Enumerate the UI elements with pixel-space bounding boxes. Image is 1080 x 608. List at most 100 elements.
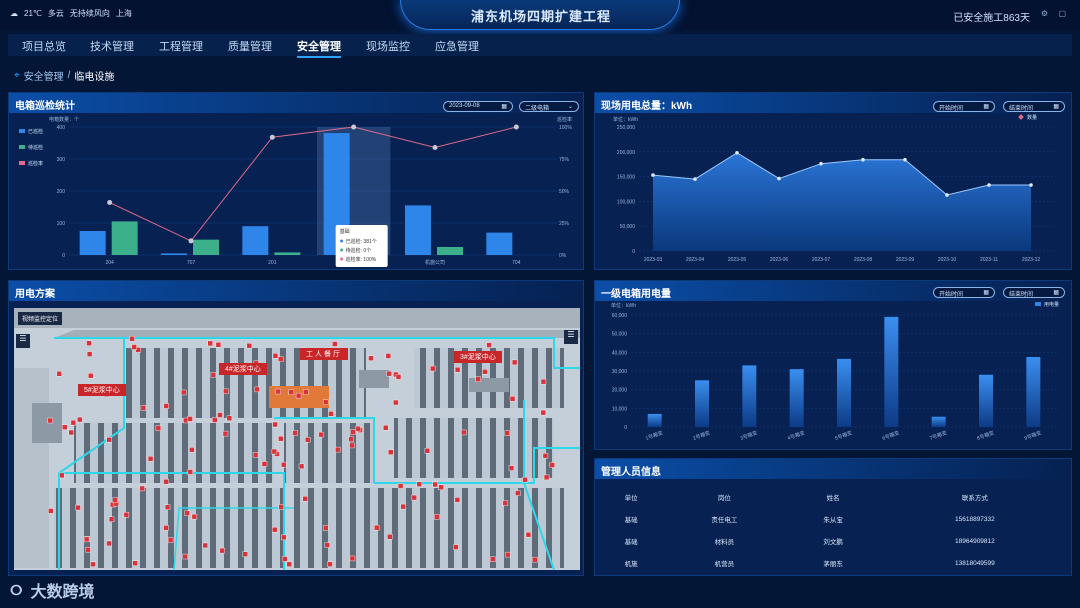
rate-point	[107, 200, 113, 206]
zone-label-canteen[interactable]: 工人餐厅	[300, 348, 348, 360]
zone-label-mud-4[interactable]: 4#泥浆中心	[219, 363, 267, 375]
usage-line	[652, 152, 1031, 196]
electric-box-marker	[182, 553, 188, 560]
electric-box-marker	[275, 388, 281, 395]
usage-panel: 现场用电总量：kWh 开始时间 ▦ 结束时间 ▦ 单位：kWh 数量 0 50,000…	[594, 92, 1072, 270]
site-map-drawing	[14, 308, 580, 570]
end-date-input[interactable]: 结束时间 ▦	[1003, 287, 1065, 298]
y-tick-label: 40,000	[612, 350, 628, 356]
electric-box-marker	[332, 341, 338, 347]
zone-label-mud-3[interactable]: 3#泥浆中心	[454, 351, 502, 363]
nav-item-engineering[interactable]: 工程管理	[159, 41, 203, 53]
y-tick-label: 50,000	[620, 224, 636, 230]
list-toggle-icon[interactable]: ☰	[16, 334, 30, 348]
nav-item-monitoring[interactable]: 现场监控	[366, 41, 410, 53]
electric-box-marker	[277, 356, 284, 362]
electric-box-marker	[272, 353, 279, 359]
electric-box-marker	[167, 537, 174, 543]
box-level-select[interactable]: 二级电箱 ⌄	[519, 101, 579, 112]
panel-header: 电箱巡检统计	[9, 93, 583, 113]
electric-box-marker	[163, 403, 169, 409]
y-tick-label: 200,000	[617, 150, 635, 156]
x-tick-label: 9号箱变	[1023, 429, 1042, 442]
electric-box-marker	[416, 481, 423, 487]
page-title: 浦东机场四期扩建工程	[470, 9, 611, 24]
electric-box-marker	[88, 372, 94, 379]
select-value: 二级电箱	[525, 106, 550, 112]
usage-point	[819, 161, 823, 166]
electric-box-marker	[123, 512, 130, 518]
end-date-input[interactable]: 结束时间 ▦	[1003, 101, 1065, 112]
bar-usage	[931, 416, 946, 427]
electric-box-marker	[282, 556, 288, 562]
electric-box-marker	[482, 368, 488, 375]
start-date-input[interactable]: 开始时间 ▦	[933, 101, 995, 112]
breadcrumb-current: 临电设施	[74, 72, 115, 83]
electric-box-marker	[504, 430, 510, 436]
x-tick-label: 2023-06	[770, 257, 789, 263]
electric-box-marker	[59, 472, 65, 479]
electric-box-marker	[388, 449, 394, 455]
bar-usage	[884, 316, 899, 427]
breadcrumb-separator: /	[67, 70, 71, 81]
nav-item-emergency[interactable]: 应急管理	[435, 41, 479, 53]
site-map[interactable]: 视频监控定位 ☰ ☰ 工人餐厅 4#泥浆中心 3#泥浆中心 5#泥浆中心	[14, 308, 580, 570]
table-cell: 13818049599	[955, 559, 995, 567]
y-tick-label: 400	[57, 125, 66, 131]
electric-box-marker	[261, 461, 268, 467]
panel-title: 用电方案	[15, 289, 55, 300]
bar-pending	[274, 252, 301, 255]
panel-title: 一级电箱用电量	[601, 289, 671, 300]
electric-box-marker	[454, 497, 461, 503]
electric-box-marker	[385, 353, 392, 359]
start-date-placeholder: 开始时间	[939, 292, 964, 298]
usage-point	[693, 177, 697, 181]
nav-item-overview[interactable]: 项目总览	[22, 41, 66, 53]
usage-point	[777, 176, 781, 181]
electric-box-marker	[298, 463, 305, 470]
zone-label-mud-5[interactable]: 5#泥浆中心	[78, 384, 126, 396]
electric-box-marker	[288, 389, 294, 396]
main-nav: 项目总览 技术管理 工程管理 质量管理 安全管理 现场监控 应急管理	[8, 34, 1072, 58]
table-header-row: 单位 岗位 姓名 联系方式	[600, 486, 1070, 508]
electric-box-marker	[475, 376, 481, 382]
breadcrumb-parent[interactable]: 安全管理	[23, 72, 64, 83]
date-picker[interactable]: 2023-09-08 ▦	[443, 101, 513, 112]
legend-label: 用电量	[1044, 301, 1059, 308]
electric-box-marker	[86, 351, 93, 357]
electric-box-marker	[540, 409, 546, 416]
settings-icon[interactable]: ⚙	[1040, 9, 1048, 18]
electric-box-marker	[108, 516, 115, 523]
nav-item-quality[interactable]: 质量管理	[228, 41, 272, 53]
nav-item-safety[interactable]: 安全管理	[297, 38, 341, 58]
electric-box-marker	[335, 446, 341, 453]
y-tick-label: 50,000	[612, 332, 628, 338]
weather-temp: 21℃	[24, 9, 42, 18]
bar-inspected	[405, 205, 431, 255]
electric-box-marker	[147, 456, 154, 462]
electric-box-marker	[106, 540, 112, 547]
start-date-input[interactable]: 开始时间 ▦	[933, 287, 995, 298]
legend-swatch	[19, 129, 25, 133]
x-tick-label: 1号箱变	[645, 429, 664, 442]
table-row: 机施 机营员 茅丽东 13818049599	[600, 552, 1070, 574]
calendar-icon: ▦	[1053, 104, 1059, 110]
table-cell: 15618897332	[955, 515, 995, 523]
electric-box-marker	[187, 416, 193, 422]
electric-box-marker	[139, 485, 145, 492]
brand-logo: ⵔ 大数跨境	[10, 578, 94, 602]
fullscreen-icon[interactable]: ▢	[1058, 9, 1066, 18]
electric-box-marker	[135, 347, 141, 353]
weather-city: 上海	[115, 9, 132, 18]
x-tick-label: 201	[268, 260, 277, 266]
electric-box-marker	[246, 343, 253, 349]
layer-toggle-icon[interactable]: ☰	[564, 330, 578, 344]
bar-usage	[647, 413, 662, 427]
legend-swatch	[19, 145, 25, 149]
column-header: 联系方式	[961, 495, 988, 502]
logo-mark-icon: ⵔ	[10, 581, 23, 598]
electric-box-marker	[90, 561, 96, 568]
electric-box-marker	[129, 336, 135, 342]
nav-item-tech[interactable]: 技术管理	[90, 41, 134, 53]
bar-pending	[437, 247, 463, 255]
